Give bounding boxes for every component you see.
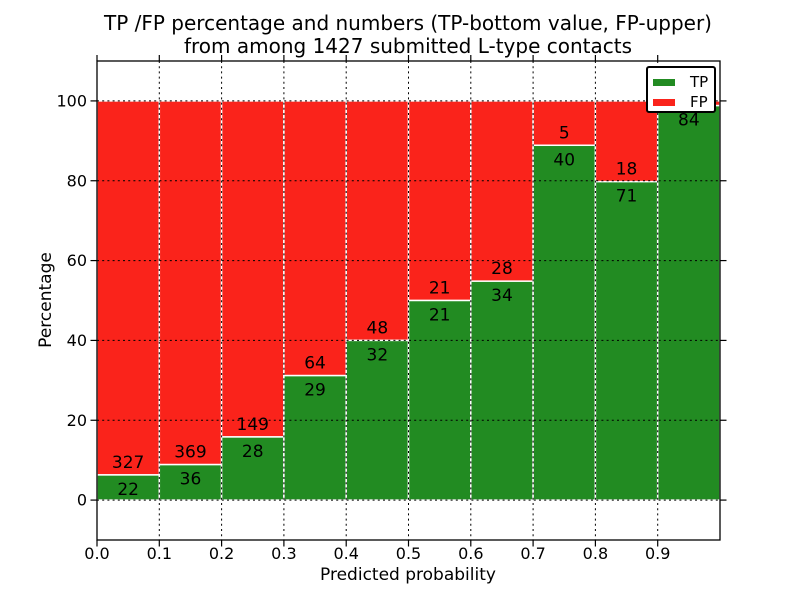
fp-bar-segment — [158, 100, 223, 466]
y-tick-label: 0 — [77, 491, 87, 510]
fp-count-label: 64 — [304, 354, 326, 374]
legend: TP FP — [646, 66, 716, 113]
tp-bar-segment — [594, 180, 659, 501]
fp-legend-swatch — [653, 98, 675, 106]
tp-bar-segment — [345, 339, 410, 501]
chart-title: TP /FP percentage and numbers (TP-bottom… — [8, 12, 800, 58]
x-tick-label: 0.4 — [333, 544, 358, 563]
y-tick-label: 80 — [67, 171, 87, 190]
y-axis-label: Percentage — [36, 252, 56, 348]
x-tick-label: 0.7 — [520, 544, 545, 563]
tp-count-label: 21 — [429, 306, 451, 326]
x-axis-label: Predicted probability — [320, 565, 496, 585]
tp-bar-segment — [96, 474, 161, 501]
tp-count-label: 34 — [491, 286, 513, 306]
y-tick-label: 40 — [67, 331, 87, 350]
fp-count-label: 18 — [616, 160, 638, 180]
tp-bar-segment — [532, 144, 597, 501]
fp-count-label: 149 — [237, 415, 269, 435]
legend-entry-fp: FP — [648, 92, 714, 112]
fp-bar-segment — [407, 100, 472, 302]
fp-bar-segment — [283, 100, 347, 377]
fp-count-label: 48 — [367, 318, 389, 338]
tp-bar-segment — [656, 104, 721, 501]
fp-bar-segment — [345, 100, 410, 342]
fp-legend-label: FP — [690, 92, 708, 111]
y-tick-label: 100 — [56, 91, 87, 110]
x-tick-label: 0.1 — [147, 544, 172, 563]
tp-bar-segment — [407, 299, 472, 501]
fp-count-label: 327 — [112, 453, 144, 473]
y-tick-label: 20 — [67, 411, 87, 430]
x-tick-label: 0.3 — [271, 544, 296, 563]
fp-bar-segment — [96, 100, 161, 476]
fp-count-label: 28 — [491, 259, 513, 279]
fp-bar-segment — [470, 100, 534, 282]
tp-bar-segment — [470, 280, 534, 501]
x-tick-label: 0.0 — [84, 544, 109, 563]
tp-bar-segment — [283, 374, 347, 501]
x-tick-label: 0.8 — [583, 544, 608, 563]
chart-title-line1: TP /FP percentage and numbers (TP-bottom… — [104, 11, 712, 35]
chart-title-line2: from among 1427 submitted L-type contact… — [183, 34, 633, 58]
y-tick-label: 60 — [67, 251, 87, 270]
tp-count-label: 36 — [180, 470, 202, 490]
fp-bar-segment — [594, 100, 659, 183]
tp-legend-swatch — [653, 78, 675, 86]
x-tick-label: 0.9 — [645, 544, 670, 563]
fp-bar-segment — [220, 100, 285, 438]
fp-count-label: 21 — [429, 279, 451, 299]
tp-count-label: 22 — [117, 480, 139, 500]
x-tick-label: 0.5 — [396, 544, 421, 563]
fp-count-label: 5 — [559, 123, 570, 143]
fp-count-label: 369 — [174, 443, 206, 463]
tp-count-label: 32 — [367, 345, 389, 365]
tp-legend-label: TP — [690, 72, 709, 91]
tp-count-label: 40 — [553, 150, 575, 170]
tp-count-label: 84 — [678, 111, 700, 131]
legend-entry-tp: TP — [648, 72, 714, 92]
tp-count-label: 28 — [242, 442, 264, 462]
x-tick-label: 0.2 — [209, 544, 234, 563]
tp-count-label: 29 — [304, 381, 326, 401]
tp-count-label: 71 — [616, 187, 638, 207]
x-tick-label: 0.6 — [458, 544, 483, 563]
